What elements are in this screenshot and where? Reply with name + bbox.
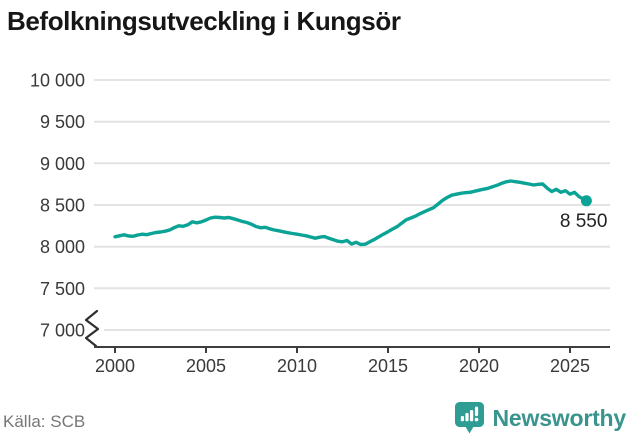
last-point-marker xyxy=(580,195,592,207)
x-tick-label: 2000 xyxy=(95,356,135,376)
source-label: Källa: SCB xyxy=(3,412,86,431)
x-tick-label: 2015 xyxy=(368,356,408,376)
y-tick-label: 9 000 xyxy=(40,154,85,174)
y-tick-label: 7 000 xyxy=(40,321,85,341)
y-tick-label: 8 000 xyxy=(40,237,85,257)
y-tick-label: 10 000 xyxy=(30,71,85,91)
x-tick-label: 2025 xyxy=(550,356,590,376)
bar-chart-pin-icon xyxy=(454,402,484,434)
y-tick-label: 8 500 xyxy=(40,196,85,216)
newsworthy-wordmark: Newsworthy xyxy=(492,404,627,431)
x-tick-label: 2020 xyxy=(459,356,499,376)
y-axis-break-icon xyxy=(84,309,100,348)
newsworthy-logo: Newsworthy xyxy=(454,401,626,435)
last-point-value-label: 8 550 xyxy=(560,211,608,232)
chart-title: Befolkningsutveckling i Kungsör xyxy=(7,6,401,36)
y-tick-label: 7 500 xyxy=(40,279,85,299)
x-tick-label: 2005 xyxy=(186,356,226,376)
x-tick-label: 2010 xyxy=(277,356,317,376)
population-line xyxy=(113,179,589,247)
y-tick-label: 9 500 xyxy=(40,112,85,132)
